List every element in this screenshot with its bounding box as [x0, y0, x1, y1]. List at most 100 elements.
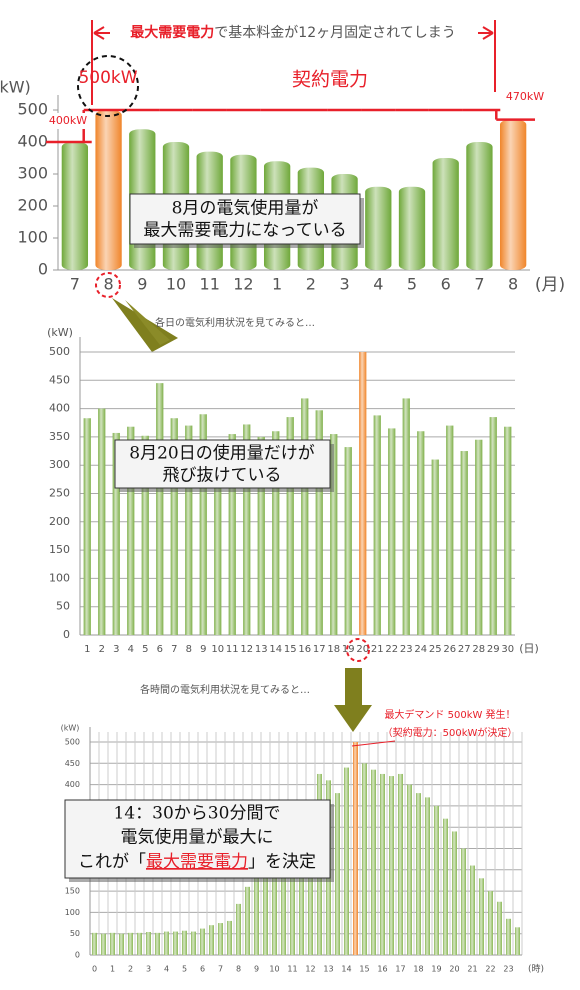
bar — [504, 426, 512, 635]
y-tick-label: 500 — [49, 345, 70, 358]
bar — [431, 459, 439, 635]
x-tick-label: 20 — [356, 644, 369, 655]
annotation: （契約電力：500kWが決定） — [383, 726, 518, 739]
callout-box — [129, 193, 361, 245]
x-tick-label: 11 — [200, 275, 220, 294]
y-unit: (kW) — [0, 78, 31, 97]
x-tick-label: 8 — [103, 275, 113, 294]
bar — [359, 352, 367, 635]
peak-circle — [77, 55, 139, 117]
x-unit: (月) — [535, 275, 565, 295]
bar — [479, 878, 484, 955]
x-tick-label: 2 — [99, 644, 105, 655]
bar — [128, 932, 133, 955]
callout-text: 飛び抜けている — [163, 466, 282, 486]
bar — [470, 865, 475, 955]
y-tick-label: 400 — [65, 780, 80, 789]
bar — [218, 923, 223, 955]
y-tick-label: 50 — [56, 600, 70, 613]
peak-label: 500kW — [78, 68, 137, 88]
bar — [228, 434, 236, 635]
bar — [127, 426, 135, 635]
x-tick-label: 18 — [413, 965, 423, 974]
x-tick-label: 1 — [272, 275, 282, 294]
bar — [434, 805, 439, 955]
x-tick-label: 4 — [164, 965, 169, 974]
bar — [245, 886, 250, 955]
bar — [101, 933, 106, 955]
arrow-heads — [93, 26, 494, 40]
note-rest: で基本料金が12ヶ月固定されてしまう — [214, 24, 455, 41]
x-tick-label: 29 — [487, 644, 500, 655]
x-tick-label: 19 — [342, 644, 355, 655]
month-circle — [95, 272, 121, 298]
x-tick-label: 4 — [128, 644, 134, 655]
callout-text: 8月の電気使用量が — [172, 198, 319, 219]
bar — [344, 447, 352, 635]
bar — [475, 439, 483, 635]
bar — [330, 434, 338, 635]
bar — [371, 769, 376, 955]
y-tick-label: 450 — [49, 373, 70, 386]
y-tick-label: 50 — [70, 929, 80, 938]
y-tick-label: 150 — [49, 543, 70, 556]
bar — [146, 931, 151, 955]
x-unit: (時) — [528, 964, 544, 975]
x-tick-label: 16 — [377, 965, 387, 974]
arrow — [334, 668, 372, 732]
y-tick-label: 0 — [75, 951, 80, 960]
x-tick-label: 11 — [226, 644, 239, 655]
x-tick-label: 17 — [313, 644, 326, 655]
end-label: 470kW — [506, 90, 544, 103]
x-tick-label: 8 — [508, 275, 518, 294]
x-tick-label: 9 — [254, 965, 259, 974]
callout-text: 電気使用量が最大に — [121, 827, 274, 848]
bar — [466, 142, 493, 270]
x-tick-label: 28 — [472, 644, 485, 655]
bar — [335, 793, 340, 955]
x-tick-label: 10 — [269, 965, 279, 974]
y-tick-label: 250 — [49, 487, 70, 500]
chart-title: 各日の電気利用状況を見てみると… — [155, 316, 315, 329]
x-tick-label: 10 — [211, 644, 224, 655]
bar — [446, 425, 454, 635]
callout-box — [64, 799, 331, 879]
y-tick-label: 100 — [17, 228, 48, 247]
bar — [407, 784, 412, 955]
x-tick-label: 22 — [385, 644, 398, 655]
bar — [227, 920, 232, 955]
bar — [515, 927, 520, 955]
arrow — [125, 300, 170, 345]
callout-part: これが「 — [78, 852, 146, 872]
bar — [83, 418, 91, 635]
x-tick-label: 14 — [341, 965, 351, 974]
bar — [388, 428, 396, 635]
bar — [112, 432, 120, 635]
y-tick-label: 200 — [49, 515, 70, 528]
x-tick-label: 12 — [233, 275, 253, 294]
y-tick-label: 0 — [38, 260, 48, 279]
y-tick-label: 400 — [17, 132, 48, 151]
x-tick-label: 2 — [128, 965, 133, 974]
x-tick-label: 3 — [113, 644, 119, 655]
bar — [417, 431, 425, 635]
bar — [257, 436, 265, 635]
bar — [362, 763, 367, 955]
y-tick-label: 200 — [17, 196, 48, 215]
bar — [272, 827, 277, 955]
y-tick-label: 450 — [65, 759, 80, 768]
y-tick-label: 500 — [65, 738, 80, 747]
x-tick-label: 27 — [458, 644, 471, 655]
bar — [185, 425, 193, 635]
x-tick-label: 14 — [269, 644, 282, 655]
x-tick-label: 3 — [146, 965, 151, 974]
bar — [373, 415, 381, 635]
bar — [443, 818, 448, 955]
x-tick-label: 30 — [501, 644, 514, 655]
x-tick-label: 21 — [371, 644, 384, 655]
bar — [119, 933, 124, 955]
bar — [286, 417, 294, 635]
bar — [214, 439, 222, 635]
